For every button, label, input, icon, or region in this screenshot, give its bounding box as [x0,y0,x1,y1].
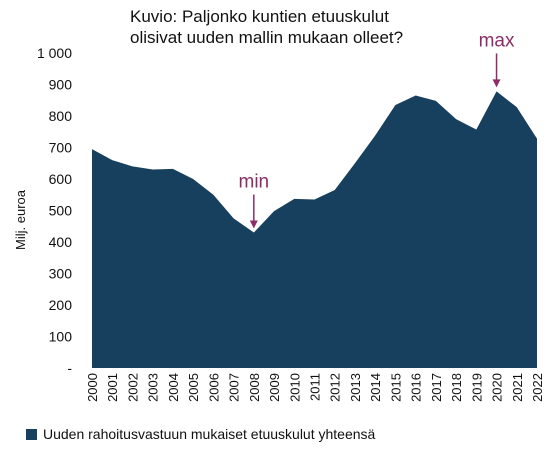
y-tick-label: 800 [49,108,73,124]
x-tick-label: 2021 [510,373,525,402]
y-tick-label: 100 [49,329,73,345]
x-tick-label: 2012 [328,373,343,402]
x-tick-label: 2009 [267,373,282,402]
x-tick-label: 2020 [490,373,505,402]
x-tick-label: 2000 [85,373,100,402]
y-tick-label: 300 [49,266,73,282]
annotation-min-arrow-head [249,220,258,229]
x-tick-label: 2017 [429,373,444,402]
y-tick-label: 1 000 [37,45,72,61]
x-tick-label: 2005 [186,373,201,402]
y-tick-label: 500 [49,203,73,219]
x-tick-label: 2003 [146,373,161,402]
x-tick-label: 2019 [469,373,484,402]
annotation-min-label: min [239,172,270,193]
y-tick-label: 900 [49,77,73,93]
annotation-max-arrow-head [492,79,501,88]
x-tick-label: 2008 [247,373,262,402]
y-tick-label: 400 [49,234,73,250]
legend: Uuden rahoitusvastuun mukaiset etuuskulu… [26,426,375,442]
x-tick-label: 2011 [308,373,323,401]
legend-swatch [26,428,37,440]
x-tick-label: 2004 [166,373,181,402]
x-tick-label: 2007 [227,373,242,402]
y-tick-label: 600 [49,171,73,187]
y-tick-label: 200 [49,297,73,313]
x-tick-label: 2002 [125,373,140,402]
x-tick-label: 2001 [105,373,120,402]
series-area [92,91,537,369]
x-tick-label: 2010 [287,373,302,402]
x-tick-label: 2014 [368,373,383,402]
x-tick-label: 2015 [388,373,403,402]
annotation-max-label: max [479,30,515,51]
legend-label: Uuden rahoitusvastuun mukaiset etuuskulu… [43,426,376,442]
y-tick-label: 700 [49,140,73,156]
chart-title: Kuvio: Paljonko kuntien etuuskulut olisi… [130,7,404,47]
x-tick-label: 2016 [409,373,424,402]
y-tick-label: - [67,360,72,376]
x-tick-label: 2013 [348,373,363,402]
x-tick-label: 2022 [530,373,545,402]
x-tick-label: 2006 [206,373,221,402]
x-tick-label: 2018 [449,373,464,402]
